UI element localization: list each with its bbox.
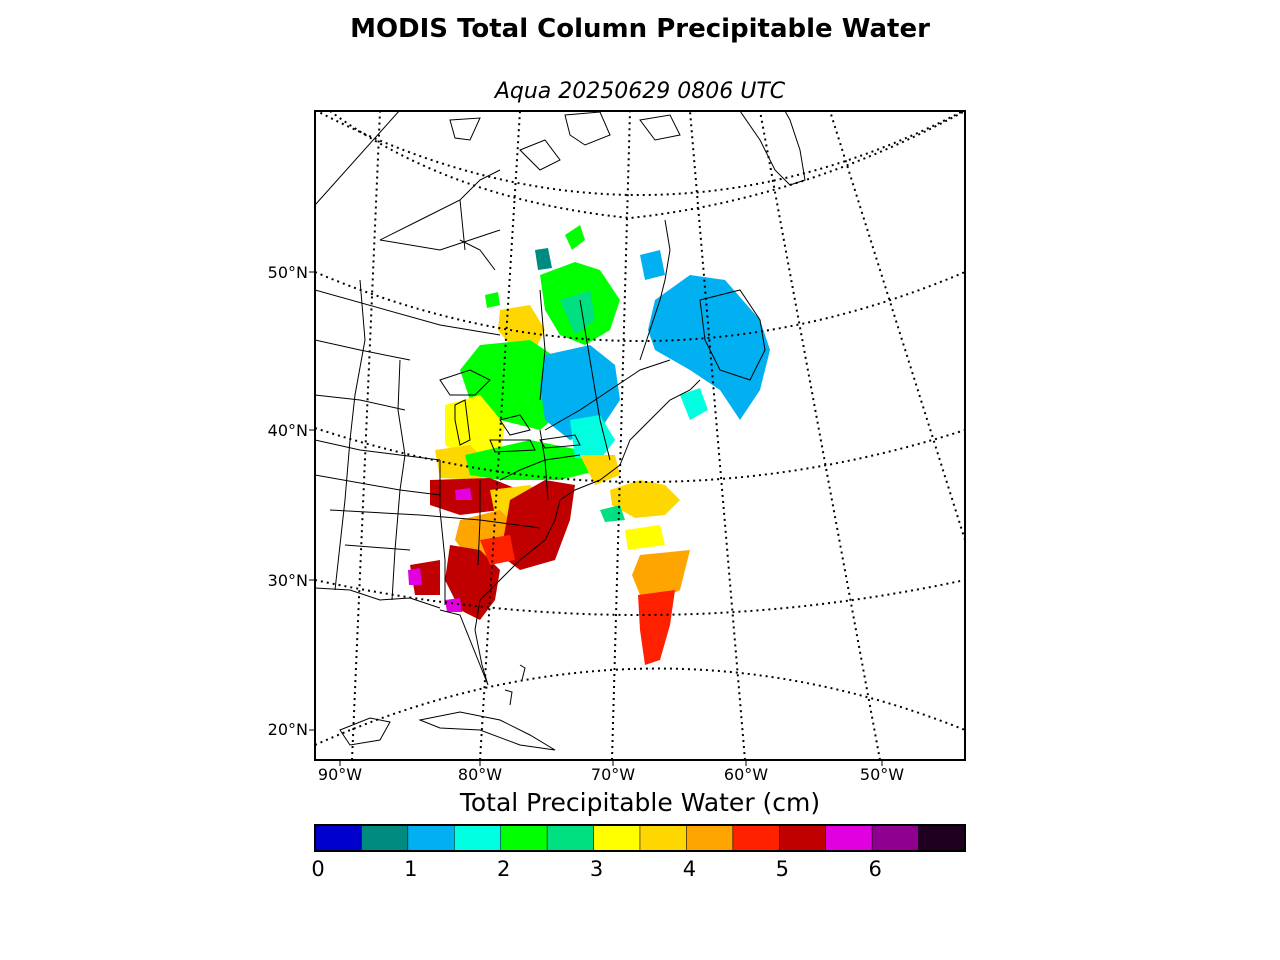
lat-label-30: 30°N [268, 571, 308, 590]
tpw-patch [632, 550, 690, 600]
colorbar-tick-label: 4 [683, 857, 696, 881]
tpw-patch [560, 290, 595, 335]
colorbar-swatch [686, 824, 734, 852]
colorbar-frame [314, 824, 966, 852]
tpw-patch [580, 455, 620, 485]
colorbar-swatch [546, 824, 594, 852]
tpw-patch [535, 248, 552, 270]
lon-label-90w: 90°W [318, 765, 362, 784]
map-body [315, 111, 965, 760]
colorbar-tick-label: 1 [404, 857, 417, 881]
tpw-patch [640, 250, 665, 280]
colorbar-swatch [732, 824, 780, 852]
map-subtitle: Aqua 20250629 0806 UTC [494, 79, 786, 104]
colorbar-swatch [407, 824, 455, 852]
longitude-labels: 90°W 80°W 70°W 60°W 50°W [318, 765, 904, 784]
colorbar-tick-label: 0 [311, 857, 324, 881]
tpw-patch [638, 590, 675, 665]
lat-label-40: 40°N [268, 421, 308, 440]
colorbar-swatch [500, 824, 548, 852]
tpw-patch [485, 292, 500, 308]
map-title: MODIS Total Column Precipitable Water [350, 14, 930, 44]
colorbar-swatch [825, 824, 873, 852]
tpw-patch [600, 505, 625, 522]
lon-label-50w: 50°W [860, 765, 904, 784]
tpw-patch [408, 568, 422, 585]
tpw-patch [445, 598, 462, 612]
colorbar-swatch [871, 824, 919, 852]
colorbar-swatch [779, 824, 826, 852]
political-borders [315, 111, 611, 605]
colorbar-swatch [361, 824, 409, 852]
tpw-patch [680, 388, 708, 420]
axis-ticks [309, 271, 883, 766]
map-frame [314, 110, 966, 761]
colorbar-swatch [918, 824, 966, 852]
colorbar-swatch [314, 824, 362, 852]
tpw-patch [625, 525, 665, 550]
colorbar [314, 824, 966, 852]
colorbar-swatch [454, 824, 501, 852]
lon-label-70w: 70°W [591, 765, 635, 784]
tpw-patch [565, 225, 585, 250]
tpw-patch [480, 535, 515, 565]
lat-label-20: 20°N [268, 720, 308, 739]
colorbar-swatch [639, 824, 687, 852]
tpw-patch [465, 440, 600, 480]
lon-label-60w: 60°W [724, 765, 768, 784]
tpw-patch [570, 415, 615, 460]
colorbar-swatch [593, 824, 641, 852]
latitude-labels: 50°N 40°N 30°N 20°N [268, 263, 308, 739]
map-background [315, 111, 965, 760]
graticule [315, 111, 965, 760]
colorbar-tick-label: 6 [868, 857, 881, 881]
colorbar-tick-label: 3 [590, 857, 603, 881]
tpw-patch [498, 305, 545, 350]
lon-label-80w: 80°W [458, 765, 502, 784]
colorbar-title: Total Precipitable Water (cm) [459, 788, 821, 817]
colorbar-tick-labels: 0 1 2 3 4 5 6 [311, 857, 882, 881]
coastlines [315, 111, 806, 751]
lat-label-50: 50°N [268, 263, 308, 282]
colorbar-tick-label: 5 [776, 857, 789, 881]
tpw-patch [610, 480, 680, 518]
colorbar-tick-label: 2 [497, 857, 510, 881]
tpw-patch [500, 480, 575, 570]
tpw-patch [455, 488, 472, 500]
